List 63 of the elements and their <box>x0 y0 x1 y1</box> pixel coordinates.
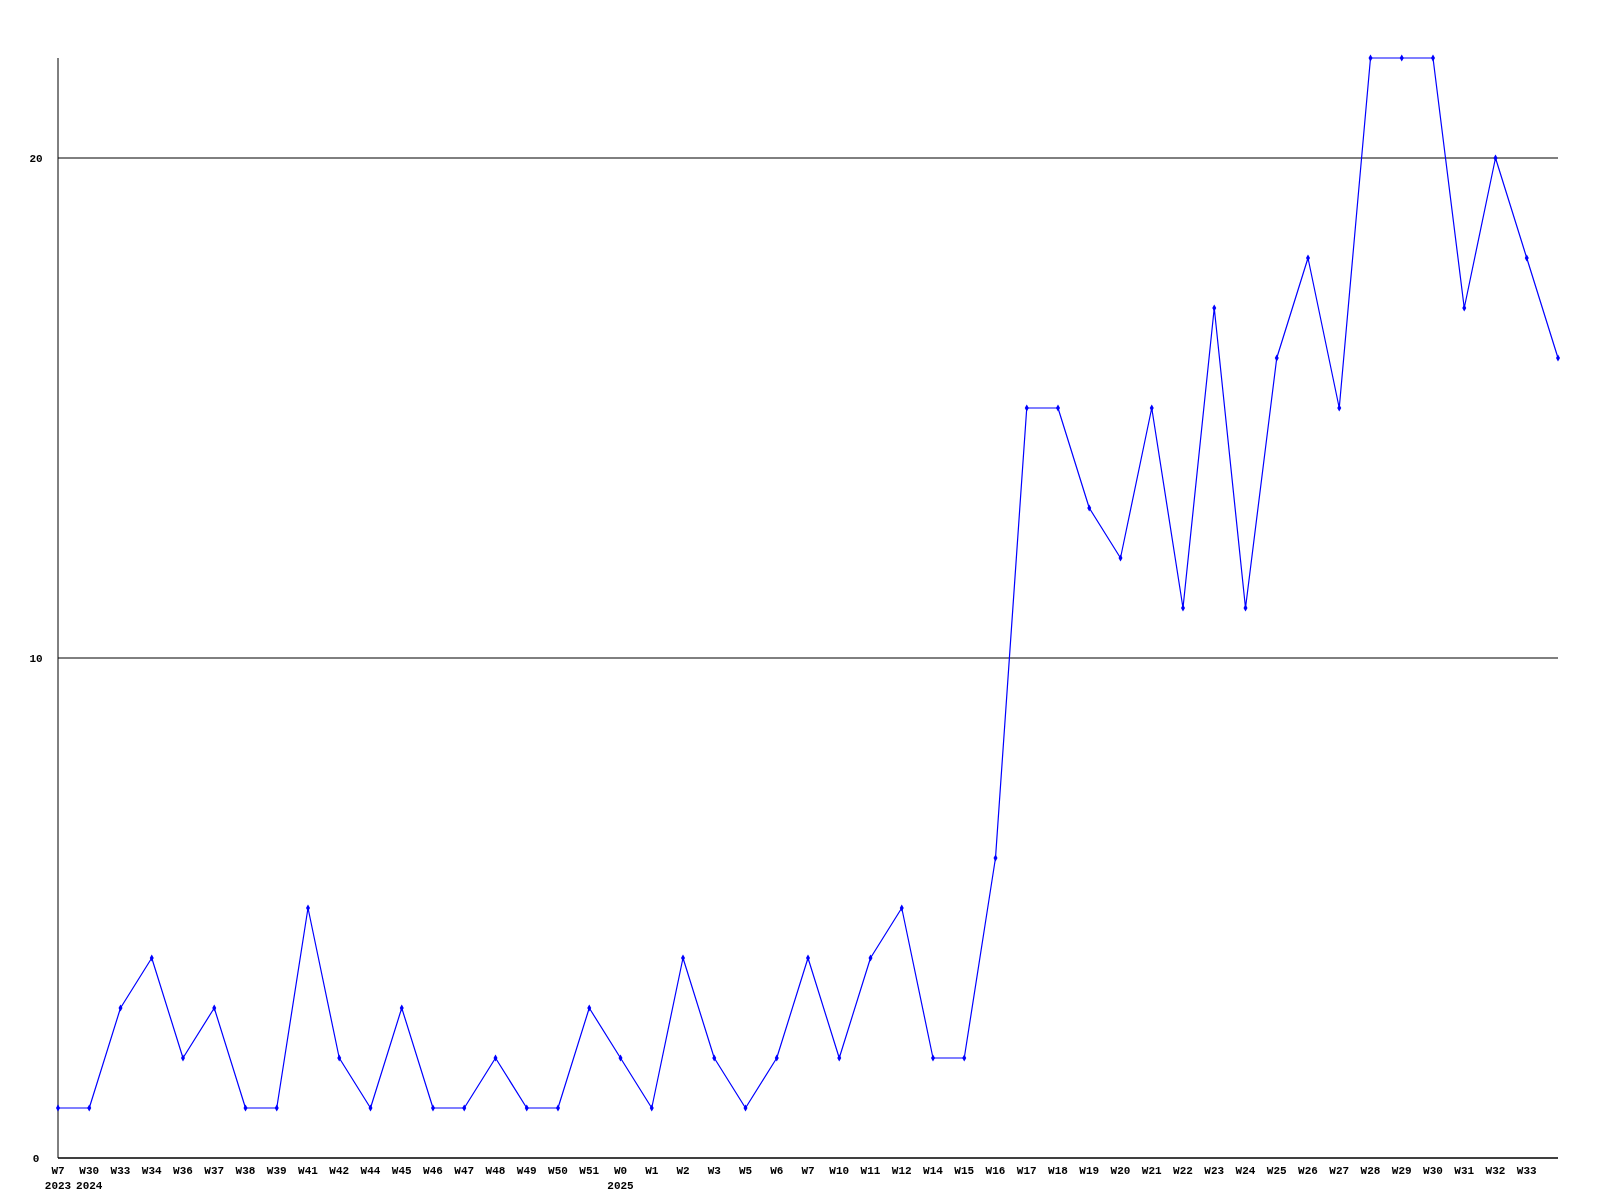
point <box>1430 54 1436 62</box>
x-tick-label: W10 <box>829 1165 850 1177</box>
x-tick-label: W50 <box>548 1165 568 1177</box>
x-tick-label: W26 <box>1298 1165 1318 1177</box>
x-tick-label: W27 <box>1329 1165 1350 1177</box>
x-tick-label: W47 <box>454 1165 475 1177</box>
x-tick-label: W38 <box>235 1165 256 1177</box>
point <box>930 1054 936 1062</box>
x-tick-label: W49 <box>516 1165 537 1177</box>
x-tick-label: W41 <box>298 1165 319 1177</box>
x-tick-label: W5 <box>738 1165 753 1177</box>
x-tick-label: W7 2023 <box>44 1165 72 1192</box>
point <box>180 1054 186 1062</box>
x-tick-label: W46 <box>423 1165 443 1177</box>
y-tick-label: 0 <box>32 1152 40 1165</box>
x-tick-label: W24 <box>1235 1165 1256 1177</box>
point <box>1055 404 1061 412</box>
x-tick-label: W32 <box>1485 1165 1506 1177</box>
x-tick-label: W45 <box>391 1165 413 1177</box>
x-tick-label: W39 <box>266 1165 287 1177</box>
point <box>1305 254 1311 262</box>
x-tick-label: W15 <box>954 1165 975 1177</box>
x-tick-label: W6 <box>770 1165 784 1177</box>
x-tick-label: W25 <box>1266 1165 1288 1177</box>
y-tick-label: 10 <box>29 652 43 665</box>
point <box>805 954 811 962</box>
x-tick-label: W16 <box>985 1165 1006 1177</box>
x-tick-label: W30 2024 <box>76 1165 103 1192</box>
x-tick-label: W30 <box>1423 1165 1443 1177</box>
x-tick-label: W12 <box>891 1165 912 1177</box>
x-tick-label: W42 <box>329 1165 350 1177</box>
x-tick-label: W34 <box>141 1165 163 1177</box>
x-tick-label: W2 <box>676 1165 690 1177</box>
point <box>680 954 686 962</box>
x-tick-label: W29 <box>1391 1165 1412 1177</box>
point <box>430 1104 436 1112</box>
x-tick-label: W31 <box>1454 1165 1475 1177</box>
point <box>1555 354 1561 362</box>
x-tick-label: W33 <box>110 1165 131 1177</box>
x-tick-label: W44 <box>360 1165 381 1177</box>
x-tick-label: W51 <box>579 1165 600 1177</box>
x-tick-label: W3 <box>707 1165 722 1177</box>
x-tick-label: W0 2025 <box>607 1165 635 1192</box>
x-tick-label: W23 <box>1204 1165 1225 1177</box>
point <box>55 1104 61 1112</box>
x-tick-label: W37 <box>204 1165 225 1177</box>
x-tick-label: W48 <box>485 1165 506 1177</box>
point <box>555 1104 561 1112</box>
x-tick-label: W17 <box>1016 1165 1037 1177</box>
x-tick-label: W22 <box>1173 1165 1193 1177</box>
x-tick-label: W19 <box>1079 1165 1100 1177</box>
x-tick-label: W21 <box>1141 1165 1163 1177</box>
point <box>1180 604 1186 612</box>
x-tick-label: W11 <box>860 1165 881 1177</box>
x-tick-label: W18 <box>1048 1165 1069 1177</box>
y-tick-label: 20 <box>29 152 43 165</box>
x-tick-label: W36 <box>173 1165 193 1177</box>
x-tick-label: W7 <box>801 1165 815 1177</box>
x-tick-label: W28 <box>1360 1165 1381 1177</box>
x-tick-label: W20 <box>1110 1165 1131 1177</box>
x-tick-label: W14 <box>923 1165 944 1177</box>
x-tick-label: W33 <box>1516 1165 1538 1177</box>
x-tick-label: W1 <box>645 1165 659 1177</box>
